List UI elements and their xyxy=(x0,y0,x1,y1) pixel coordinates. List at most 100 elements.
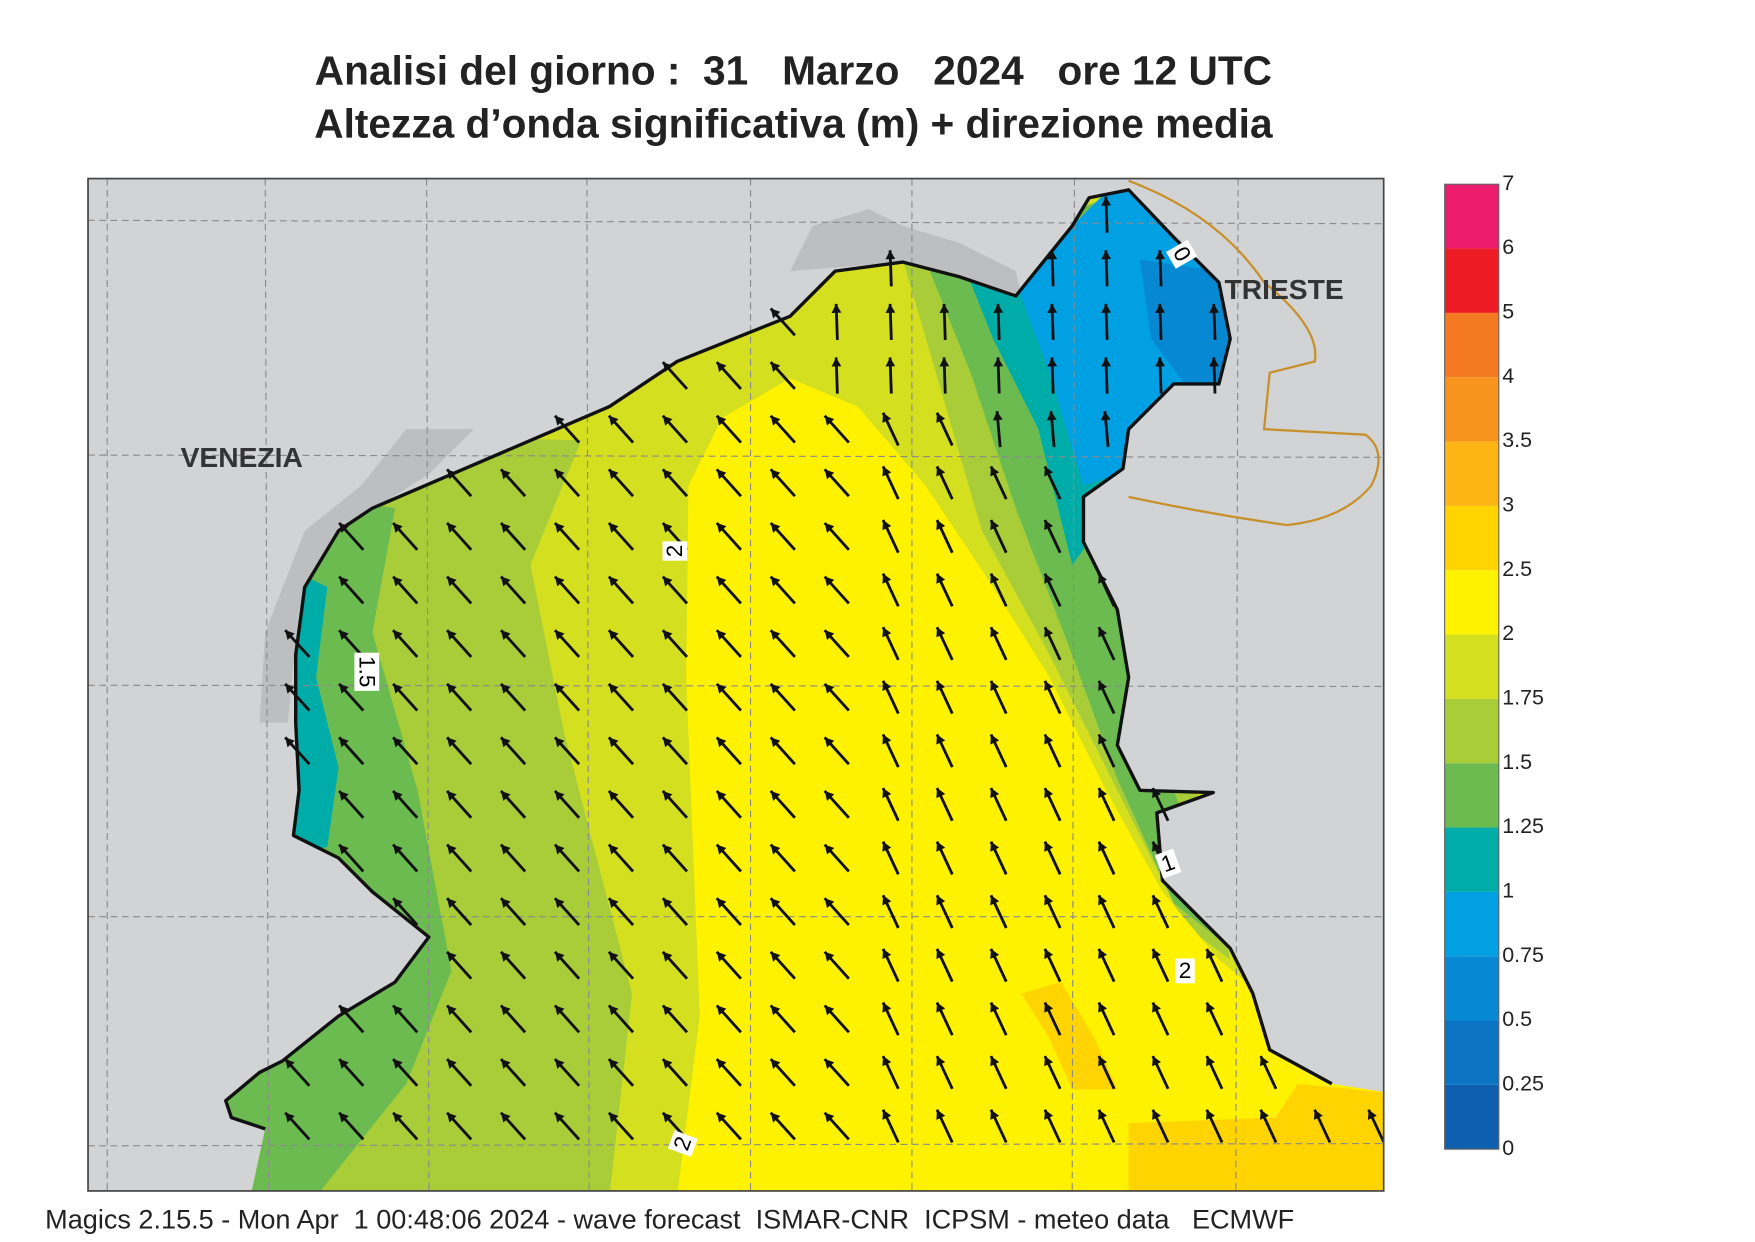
arrow-head xyxy=(339,683,349,694)
contour-label: 1.5 xyxy=(354,652,380,691)
arrow-head xyxy=(990,895,1000,906)
arrow-head xyxy=(936,1109,946,1120)
arrow-head xyxy=(500,576,511,587)
arrow-head xyxy=(990,1056,1000,1067)
arrow-head xyxy=(339,630,349,641)
arrow-head xyxy=(716,576,727,587)
arrow-head xyxy=(824,1059,835,1069)
arrow-head xyxy=(1046,411,1057,421)
arrow-head xyxy=(716,1112,727,1123)
arrow-head xyxy=(882,1002,892,1013)
arrow-head xyxy=(447,951,457,962)
arrow-head xyxy=(608,630,619,641)
arrow-head xyxy=(339,844,349,855)
arrow-head xyxy=(1044,466,1054,477)
arrow-head xyxy=(936,788,946,799)
arrow-head xyxy=(1098,841,1108,852)
arrow-head xyxy=(393,683,403,694)
arrow-head xyxy=(990,948,1000,959)
arrow-head xyxy=(990,841,1000,852)
arrow-head xyxy=(831,357,842,367)
arrow-head xyxy=(447,844,457,855)
arrow-head xyxy=(770,1005,781,1016)
arrow-head xyxy=(936,466,946,477)
arrow-head xyxy=(939,357,950,367)
arrow-head xyxy=(716,522,727,533)
arrow-head xyxy=(824,683,835,694)
arrow-head xyxy=(662,737,673,748)
arrow-head xyxy=(936,948,946,959)
arrow-head xyxy=(716,415,727,426)
arrow-head xyxy=(1044,519,1054,531)
parallels xyxy=(88,219,1384,1147)
arrow-head xyxy=(500,683,511,694)
arrow-head xyxy=(882,519,892,531)
arrow-head xyxy=(1098,734,1108,745)
colorbar-bin xyxy=(1444,956,1499,1021)
arrow-head xyxy=(339,1059,349,1069)
arrow-head xyxy=(662,1005,673,1016)
arrow-head xyxy=(1209,303,1219,313)
colorbar-label: 1.25 xyxy=(1502,814,1544,838)
arrow-head xyxy=(1101,357,1112,367)
arrow-head xyxy=(447,576,457,587)
arrow-head xyxy=(882,573,892,584)
arrow-head xyxy=(882,841,892,852)
colorbar-bin xyxy=(1444,505,1499,571)
arrow-head xyxy=(500,1112,511,1123)
arrow-head xyxy=(554,576,565,587)
arrow-head xyxy=(500,469,511,480)
arrow-head xyxy=(882,948,892,959)
arrow-head xyxy=(393,630,403,641)
arrow-head xyxy=(770,683,781,694)
arrow-head xyxy=(554,415,565,426)
arrow-head xyxy=(716,1059,727,1069)
contour-label-text: 2 xyxy=(1179,958,1192,983)
arrow-head xyxy=(1098,680,1108,691)
arrow-head xyxy=(554,1059,565,1069)
arrow-head xyxy=(1044,841,1054,852)
arrow-head xyxy=(339,737,349,748)
arrow-head xyxy=(1314,1109,1323,1120)
arrow-head xyxy=(824,737,835,748)
arrow-head xyxy=(500,790,511,801)
colorbar: 0 0.25 0.5 0.75 1 1.25 1.5 1.75 2 2.5 3 3.5 4 5 6 7 xyxy=(1444,171,1544,1160)
arrow-head xyxy=(662,1112,673,1123)
arrow-head xyxy=(990,627,1000,638)
arrow-head xyxy=(1209,357,1219,367)
arrow-head xyxy=(500,898,511,909)
arrow-head xyxy=(882,895,892,906)
colorbar-bin xyxy=(1444,763,1499,828)
arrow-head xyxy=(500,1005,511,1016)
arrow-head xyxy=(716,898,727,909)
arrow-head xyxy=(285,1112,295,1123)
arrow-head xyxy=(770,737,781,748)
arrow-head xyxy=(993,303,1004,313)
arrow-head xyxy=(608,844,619,855)
colorbar-label: 1 xyxy=(1502,879,1514,903)
arrow-head xyxy=(1047,357,1058,367)
arrow-head xyxy=(1044,734,1054,745)
arrow-head xyxy=(824,469,835,480)
arrow-head xyxy=(1206,1056,1215,1067)
arrow-head xyxy=(882,680,892,691)
arrow-head xyxy=(393,576,403,587)
arrow-head xyxy=(447,630,457,641)
arrow-head xyxy=(936,573,946,584)
arrow-head xyxy=(662,576,673,587)
arrow-head xyxy=(824,1005,835,1016)
arrow-head xyxy=(608,1005,619,1016)
arrow-head xyxy=(1047,250,1058,260)
colorbar-bin xyxy=(1444,891,1499,957)
arrow-head xyxy=(662,790,673,801)
arrow-head xyxy=(554,1005,565,1016)
arrow-head xyxy=(770,844,781,855)
contour-label-text: 2 xyxy=(662,545,687,558)
colorbar-label: 0.25 xyxy=(1502,1072,1544,1096)
arrow-head xyxy=(882,466,892,477)
arrow-head xyxy=(939,303,950,313)
colorbar-label: 7 xyxy=(1502,171,1514,195)
arrow-head xyxy=(831,303,842,313)
region xyxy=(1139,259,1242,384)
colorbar-label: 0.75 xyxy=(1502,943,1544,967)
